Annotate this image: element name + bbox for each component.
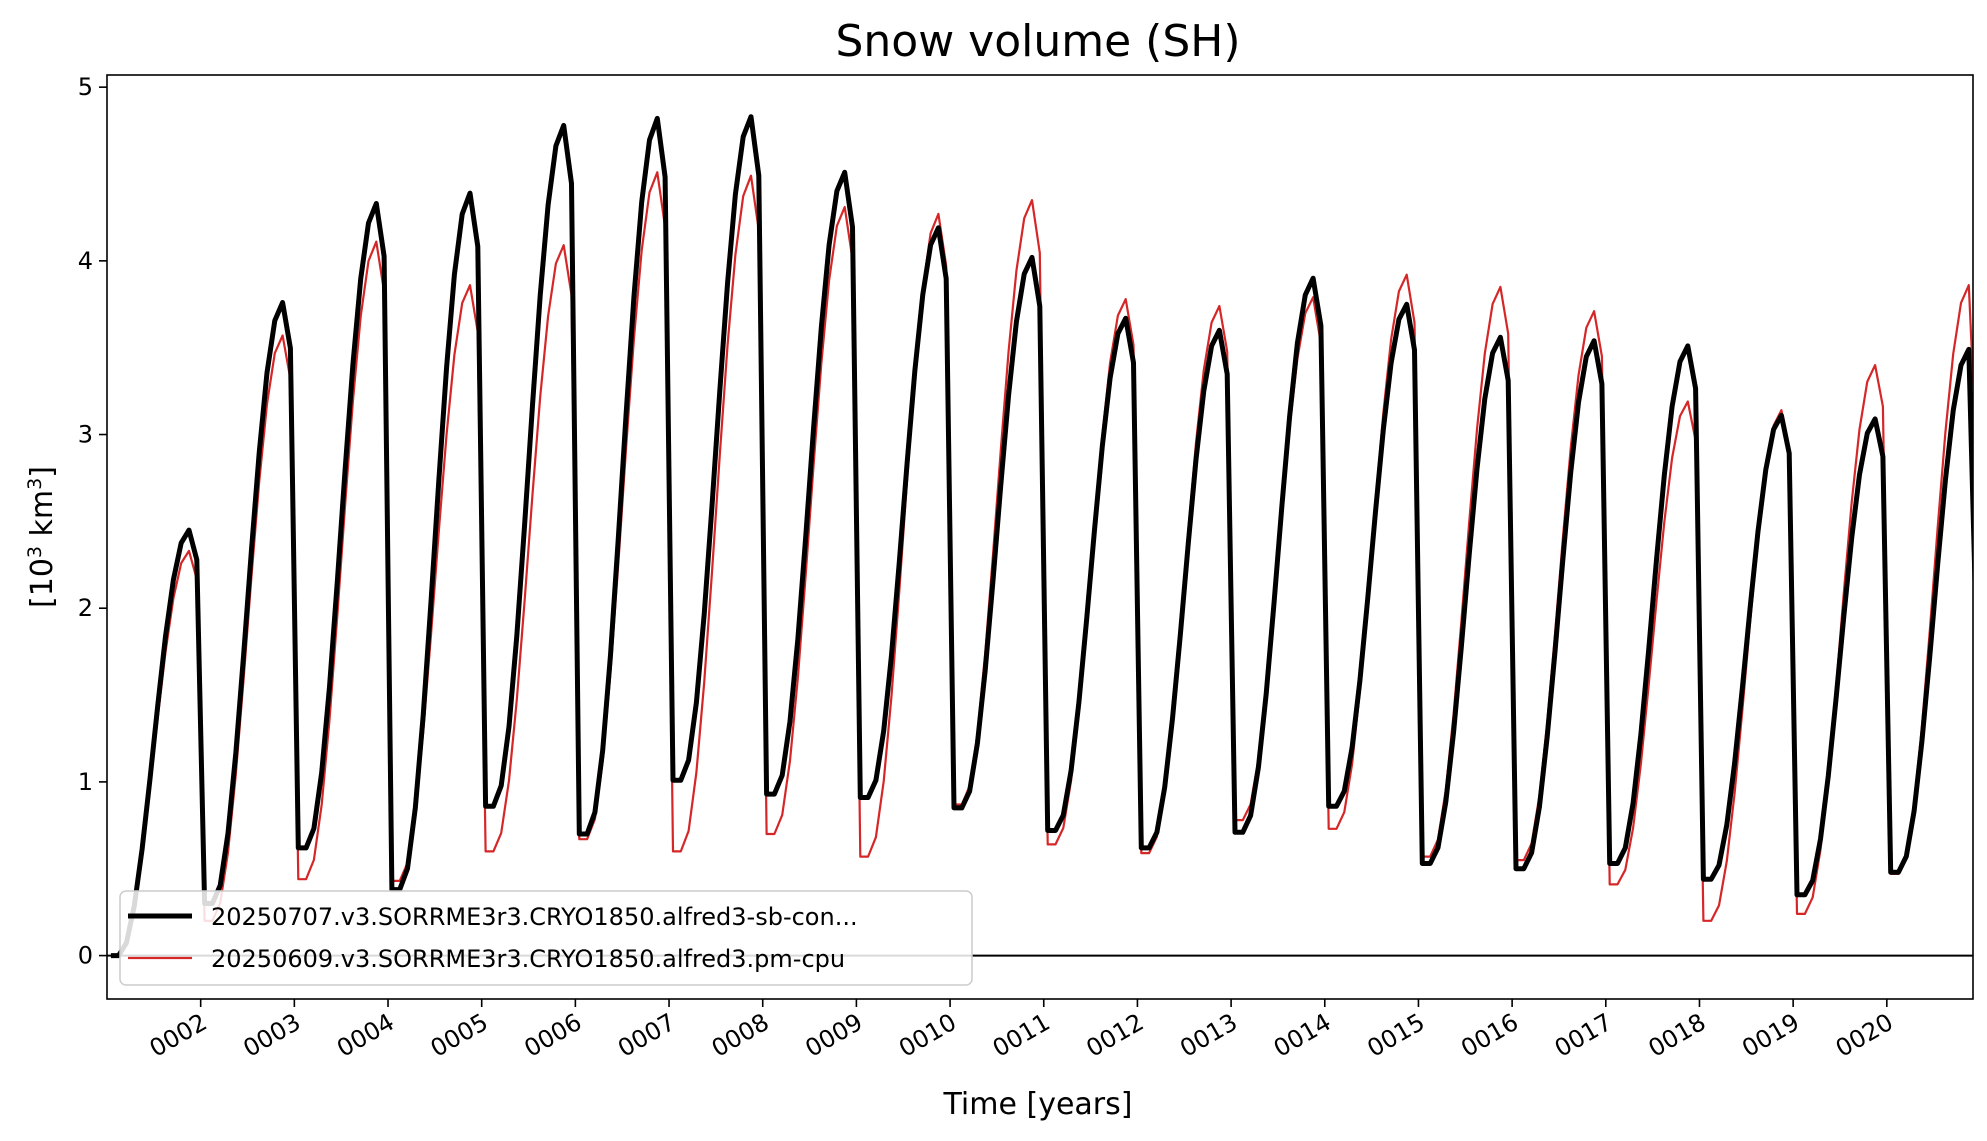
legend-box <box>119 890 973 986</box>
x-tick-label: 0007 <box>613 1008 680 1063</box>
y-tick-label: 5 <box>78 73 93 101</box>
x-tick-label: 0014 <box>1269 1008 1336 1063</box>
x-tick-label: 0004 <box>332 1008 399 1063</box>
plot-frame <box>106 74 1974 1000</box>
x-tick-label: 0010 <box>894 1008 961 1063</box>
x-tick-label: 0016 <box>1456 1008 1523 1063</box>
y-tick-label: 4 <box>78 247 93 275</box>
y-axis-label: [103 km3] <box>24 466 60 608</box>
x-tick-label: 0019 <box>1737 1008 1804 1063</box>
x-axis: 0002 0003 0004 0005 0006 0007 0008 0009 0010 0011… <box>145 999 1898 1063</box>
y-tick-label: 2 <box>78 594 93 622</box>
legend: 20250707.v3.SORRME3r3.CRYO1850.alfred3-s… <box>119 890 973 986</box>
legend-label-series-1: 20250707.v3.SORRME3r3.CRYO1850.alfred3-s… <box>211 903 858 931</box>
y-tick-label: 0 <box>78 942 93 970</box>
x-tick-label: 0005 <box>426 1008 493 1063</box>
y-axis: 0 1 2 3 4 5 <box>78 73 107 970</box>
x-tick-label: 0008 <box>707 1008 774 1063</box>
x-tick-label: 0017 <box>1550 1008 1617 1063</box>
legend-label-series-2: 20250609.v3.SORRME3r3.CRYO1850.alfred3.p… <box>211 945 845 973</box>
x-tick-label: 0011 <box>988 1008 1055 1063</box>
x-tick-label: 0012 <box>1082 1008 1149 1063</box>
chart-title: Snow volume (SH) <box>835 16 1240 67</box>
x-tick-label: 0003 <box>238 1008 305 1063</box>
x-tick-label: 0013 <box>1175 1008 1242 1063</box>
x-tick-label: 0009 <box>801 1008 868 1063</box>
y-tick-label: 1 <box>78 768 93 796</box>
x-axis-label: Time [years] <box>943 1087 1133 1122</box>
x-tick-label: 0020 <box>1831 1008 1898 1063</box>
x-tick-label: 0002 <box>145 1008 212 1063</box>
x-tick-label: 0006 <box>519 1008 586 1063</box>
series-line-1 <box>110 114 1973 959</box>
y-tick-label: 3 <box>78 421 93 449</box>
x-tick-label: 0015 <box>1363 1008 1430 1063</box>
x-tick-label: 0018 <box>1644 1008 1711 1063</box>
